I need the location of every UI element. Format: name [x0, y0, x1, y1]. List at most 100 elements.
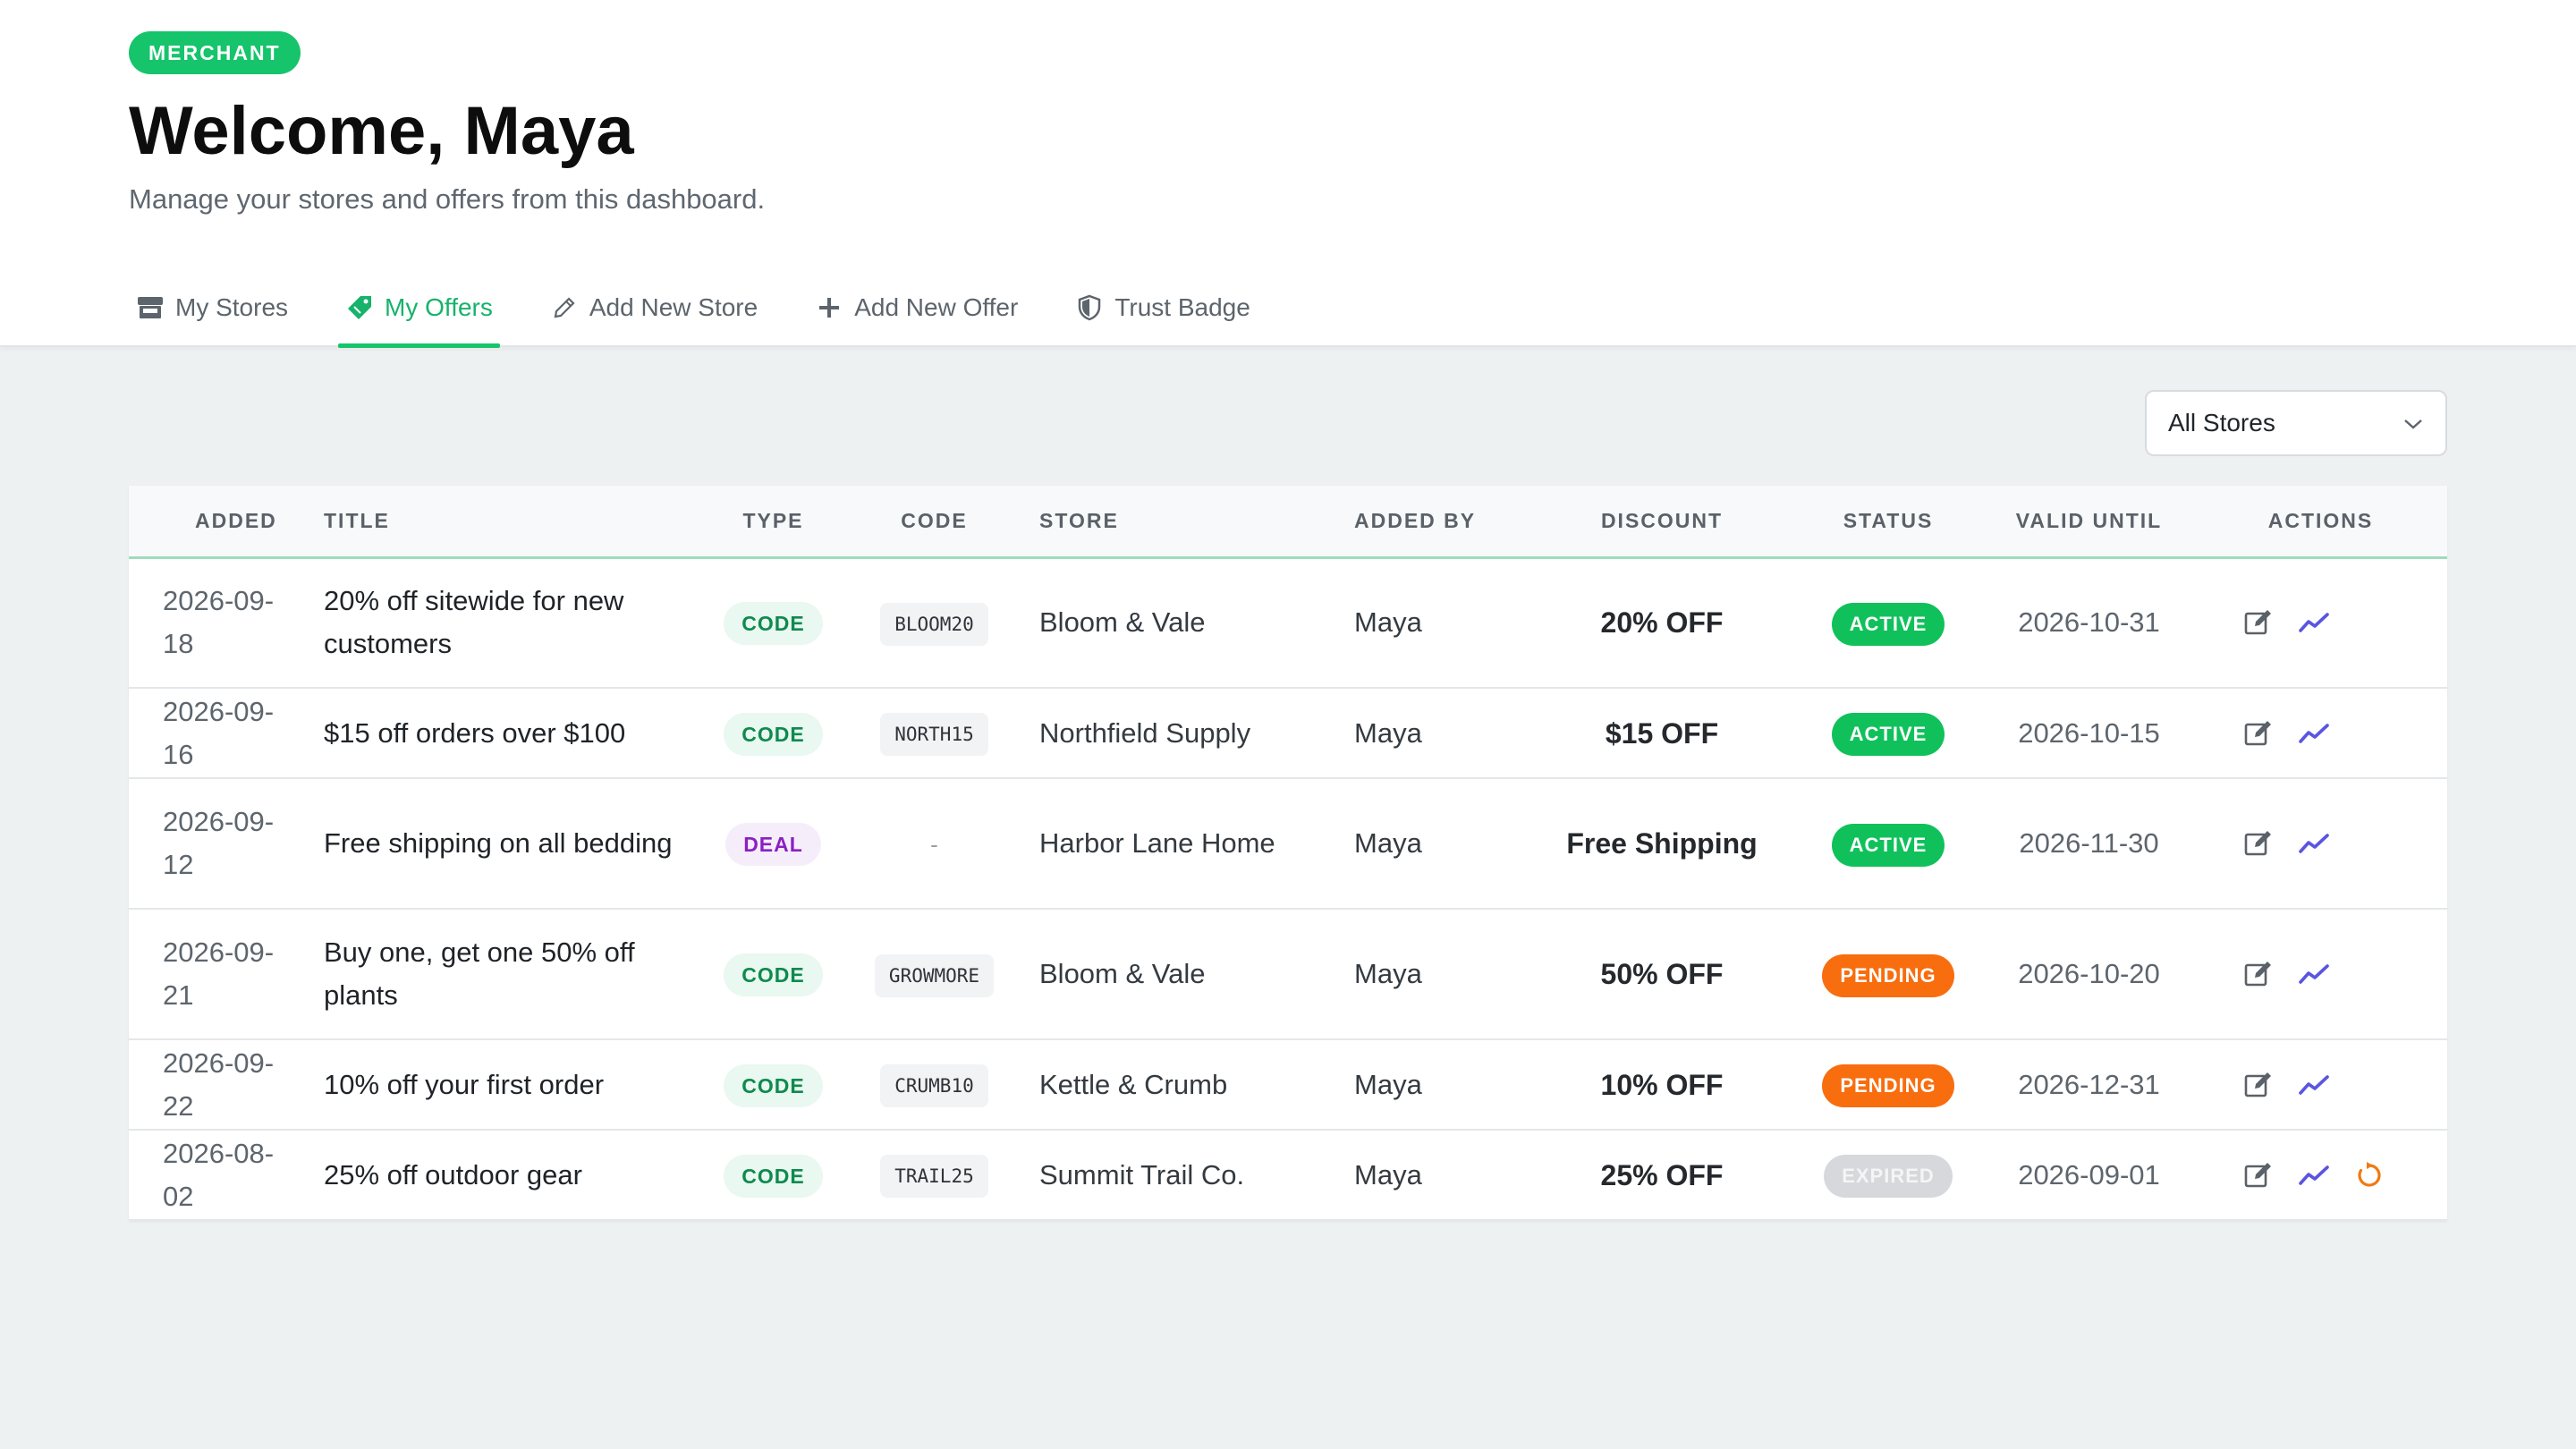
offers-table: ADDED TITLE TYPE CODE STORE ADDED BY DIS…	[129, 486, 2447, 1221]
status-badge: ACTIVE	[1831, 602, 1945, 646]
pencil-icon	[550, 293, 579, 322]
offer-title: $15 off orders over $100	[306, 688, 699, 779]
column-header[interactable]: DISCOUNT	[1531, 486, 1792, 559]
tab-label: Add New Offer	[854, 293, 1019, 321]
store-filter-select[interactable]: All Stores	[2145, 390, 2447, 456]
valid-until: 2026-10-15	[1984, 688, 2194, 779]
edit-icon[interactable]	[2242, 1069, 2275, 1101]
tab-label: My Stores	[175, 293, 289, 321]
valid-until: 2026-09-01	[1984, 1130, 2194, 1221]
analytics-icon[interactable]	[2298, 827, 2330, 860]
type-cell: CODE	[699, 1039, 847, 1131]
status-badge: ACTIVE	[1831, 823, 1945, 867]
edit-icon[interactable]	[2242, 827, 2275, 860]
page-subtitle: Manage your stores and offers from this …	[129, 183, 766, 215]
type-cell: CODE	[699, 557, 847, 689]
column-header[interactable]: STATUS	[1792, 486, 1984, 559]
column-header[interactable]: CODE	[847, 486, 1021, 559]
table-row: 2026-09-16 $15 off orders over $100 CODE NO…	[129, 688, 2447, 779]
shield-icon	[1075, 293, 1104, 322]
store-name: Harbor Lane Home	[1021, 778, 1336, 910]
tab-add-new-store[interactable]: Add New Store	[543, 268, 765, 347]
valid-until: 2026-10-31	[1984, 557, 2194, 689]
type-badge: DEAL	[725, 823, 821, 866]
edit-icon[interactable]	[2242, 1159, 2275, 1191]
analytics-icon[interactable]	[2298, 1159, 2330, 1191]
type-cell: DEAL	[699, 778, 847, 910]
added-date: 2026-08-02	[129, 1130, 306, 1221]
valid-until: 2026-11-30	[1984, 778, 2194, 910]
dashboard-tabs: My Stores My Offers Add New Store Add Ne…	[129, 268, 1301, 348]
status-cell: EXPIRED	[1792, 1130, 1984, 1221]
code-cell: NORTH15	[847, 688, 1021, 779]
offer-title: Free shipping on all bedding	[306, 778, 699, 910]
page-title: Welcome, Maya	[129, 93, 634, 169]
tab-my-stores[interactable]: My Stores	[129, 268, 295, 347]
table-row: 2026-09-22 10% off your first order CODE CR…	[129, 1039, 2447, 1131]
added-date: 2026-09-16	[129, 688, 306, 779]
added-by: Maya	[1336, 778, 1531, 910]
actions-cell	[2194, 778, 2447, 910]
coupon-code[interactable]: CRUMB10	[880, 1064, 988, 1107]
added-date: 2026-09-12	[129, 778, 306, 910]
status-cell: ACTIVE	[1792, 557, 1984, 689]
actions-cell	[2194, 909, 2447, 1040]
actions-cell	[2194, 1039, 2447, 1131]
coupon-code[interactable]: TRAIL25	[880, 1155, 988, 1198]
tab-trust-badge[interactable]: Trust Badge	[1068, 268, 1257, 347]
added-by: Maya	[1336, 557, 1531, 689]
tab-my-offers[interactable]: My Offers	[338, 268, 500, 348]
added-by: Maya	[1336, 688, 1531, 779]
tab-add-new-offer[interactable]: Add New Offer	[808, 268, 1025, 347]
code-cell: -	[847, 778, 1021, 910]
store-name: Northfield Supply	[1021, 688, 1336, 779]
analytics-icon[interactable]	[2298, 606, 2330, 639]
edit-icon[interactable]	[2242, 958, 2275, 990]
discount-value: 10% OFF	[1531, 1039, 1792, 1131]
status-badge: PENDING	[1822, 1064, 1954, 1107]
added-date: 2026-09-21	[129, 909, 306, 1040]
role-badge: MERCHANT	[129, 31, 301, 74]
discount-value: 50% OFF	[1531, 909, 1792, 1040]
offer-title: 25% off outdoor gear	[306, 1130, 699, 1221]
type-badge: CODE	[724, 953, 823, 996]
store-filter-value: All Stores	[2168, 409, 2275, 436]
coupon-code[interactable]: GROWMORE	[874, 953, 995, 997]
type-badge: CODE	[724, 1063, 823, 1107]
status-badge: ACTIVE	[1831, 713, 1945, 756]
table-row: 2026-09-12 Free shipping on all bedding DE…	[129, 778, 2447, 910]
edit-icon[interactable]	[2242, 717, 2275, 750]
analytics-icon[interactable]	[2298, 717, 2330, 750]
column-header[interactable]: VALID UNTIL	[1984, 486, 2194, 559]
coupon-code[interactable]: BLOOM20	[880, 602, 988, 646]
column-header[interactable]: STORE	[1021, 486, 1336, 559]
added-by: Maya	[1336, 909, 1531, 1040]
status-cell: PENDING	[1792, 1039, 1984, 1131]
store-name: Kettle & Crumb	[1021, 1039, 1336, 1131]
edit-icon[interactable]	[2242, 606, 2275, 639]
discount-value: 25% OFF	[1531, 1130, 1792, 1221]
type-badge: CODE	[724, 1154, 823, 1198]
renew-icon[interactable]	[2353, 1159, 2385, 1191]
valid-until: 2026-10-20	[1984, 909, 2194, 1040]
column-header[interactable]: ADDED BY	[1336, 486, 1531, 559]
code-cell: GROWMORE	[847, 909, 1021, 1040]
column-header[interactable]: ADDED	[129, 486, 306, 559]
column-header[interactable]: TITLE	[306, 486, 699, 559]
offer-title: Buy one, get one 50% off plants	[306, 909, 699, 1040]
table-row: 2026-08-02 25% off outdoor gear CODE TRAIL2…	[129, 1130, 2447, 1221]
type-cell: CODE	[699, 909, 847, 1040]
analytics-icon[interactable]	[2298, 1069, 2330, 1101]
store-name: Bloom & Vale	[1021, 557, 1336, 689]
tab-label: Trust Badge	[1114, 293, 1250, 321]
coupon-code[interactable]: NORTH15	[880, 713, 988, 756]
code-empty: -	[930, 830, 938, 858]
analytics-icon[interactable]	[2298, 958, 2330, 990]
page-header: MERCHANT Welcome, Maya Manage your store…	[0, 0, 2576, 348]
valid-until: 2026-12-31	[1984, 1039, 2194, 1131]
type-badge: CODE	[724, 602, 823, 646]
column-header: ACTIONS	[2194, 486, 2447, 559]
column-header[interactable]: TYPE	[699, 486, 847, 559]
added-date: 2026-09-18	[129, 557, 306, 689]
store-name: Summit Trail Co.	[1021, 1130, 1336, 1221]
